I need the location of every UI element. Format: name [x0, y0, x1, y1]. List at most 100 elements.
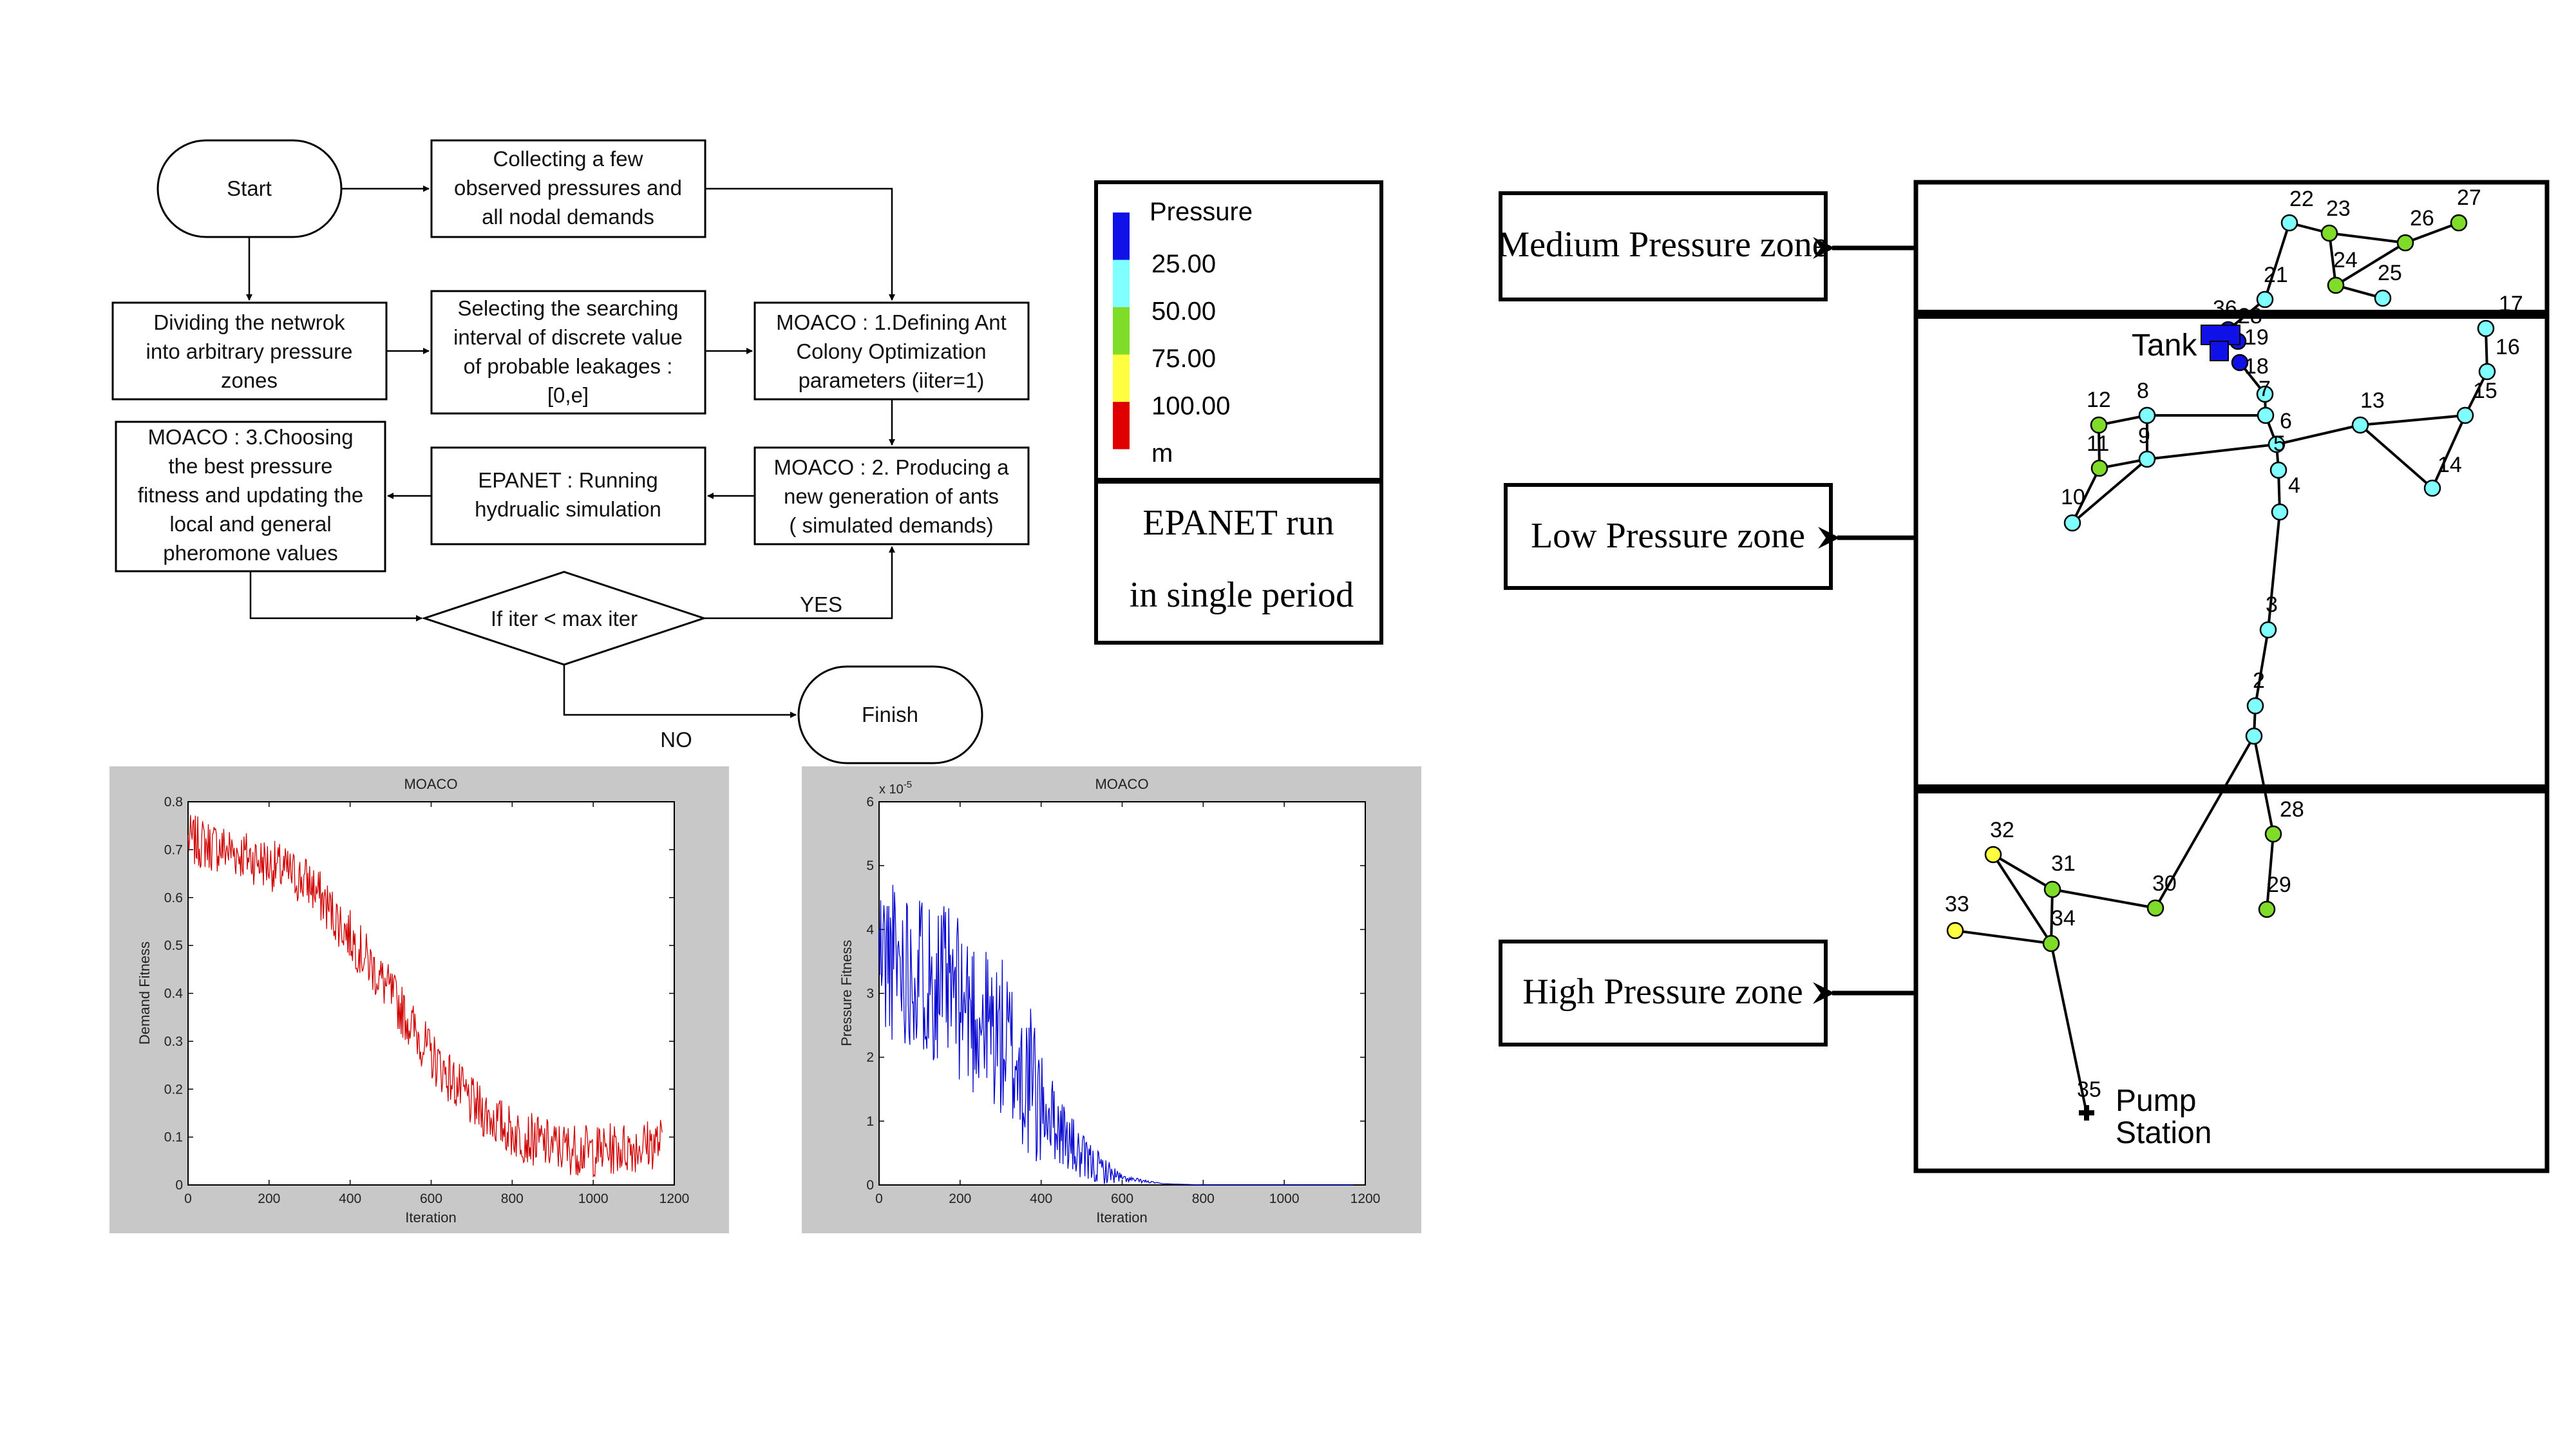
plot2-ytick-label: 4 — [866, 922, 874, 937]
select-line-4: [0,e] — [547, 383, 589, 407]
collect-line-1: Collecting a few — [493, 147, 643, 171]
epanet-line-1: EPANET : Running — [478, 468, 658, 492]
pipe-31-32 — [1992, 853, 2054, 891]
junction-node — [2268, 435, 2286, 453]
pipe-13-15 — [2360, 414, 2466, 426]
legend-caption-line-2: in single period — [1130, 575, 1354, 615]
select-line-3: of probable leakages : — [464, 354, 673, 378]
decision-label: If iter < max iter — [491, 607, 638, 630]
pipe-24-26 — [2334, 242, 2407, 287]
node-id-label: 23 — [2326, 196, 2351, 221]
junction-node — [2456, 406, 2474, 424]
node-id-label: 27 — [2457, 185, 2481, 210]
junction-node — [2264, 825, 2282, 843]
moaco3-line-4: local and general — [169, 512, 331, 536]
junction-node — [2320, 224, 2338, 242]
legend-swatch — [1113, 307, 1130, 355]
plot1-xtick-label: 1000 — [578, 1191, 609, 1206]
pipe-31-34 — [2050, 889, 2054, 944]
junction-node — [1946, 922, 1964, 940]
pump-label-line-2: Station — [2116, 1116, 2211, 1150]
plot2-xtick-label: 1200 — [1350, 1191, 1381, 1206]
junction-node — [2090, 416, 2108, 434]
plot1-title: MOACO — [404, 776, 457, 792]
legend-label: m — [1151, 439, 1173, 468]
legend-swatch — [1113, 260, 1130, 307]
junction-node — [2374, 289, 2392, 307]
moaco3-line-5: pheromone values — [163, 541, 338, 565]
plot2-xtick-label: 800 — [1192, 1191, 1215, 1206]
legend-label: 100.00 — [1151, 392, 1230, 421]
plot2-xtick-label: 1000 — [1269, 1191, 1300, 1206]
node-id-label: 32 — [1990, 818, 2014, 842]
legend-title: Pressure — [1150, 198, 1253, 226]
plot1-ytick-label: 0.3 — [164, 1034, 183, 1049]
plot2-xtick-label: 600 — [1111, 1191, 1133, 1206]
moaco2-line-1: MOACO : 2. Producing a — [774, 455, 1010, 479]
legend-frame — [1094, 180, 1383, 482]
junction-node — [2396, 234, 2414, 252]
junction-node — [2450, 214, 2468, 232]
node-id-label: 24 — [2333, 248, 2358, 272]
medium-zone-label: Medium Pressure zone — [1497, 225, 1828, 265]
plot1-ytick-label: 0.8 — [164, 795, 183, 810]
moaco3-line-2: the best pressure — [169, 454, 333, 478]
junction-node — [2231, 354, 2249, 372]
node-id-label: 35 — [2077, 1077, 2101, 1102]
moaco1-line-3: parameters (iiter=1) — [799, 368, 985, 392]
junction-node — [2259, 621, 2277, 639]
junction-node — [2423, 479, 2441, 497]
junction-node — [2478, 363, 2496, 381]
node-id-label: 21 — [2264, 263, 2288, 287]
arrow-decision-yes — [704, 546, 895, 620]
plot2-ytick-label: 6 — [866, 795, 874, 810]
junction-node — [2138, 406, 2156, 424]
moaco2-line-2: new generation of ants — [784, 484, 999, 508]
node-id-label: 29 — [2267, 873, 2291, 897]
node-id-label: 22 — [2289, 187, 2314, 211]
network-frame — [1913, 180, 2550, 1173]
plot2-ytick-label: 2 — [866, 1050, 874, 1065]
junction-node — [2327, 276, 2345, 294]
legend-caption-frame — [1094, 480, 1383, 645]
finish-label: Finish — [862, 703, 918, 726]
pipe-15-14 — [2431, 415, 2467, 489]
junction-node — [2351, 416, 2369, 434]
pressure-legend: Pressure 25.00 50.00 75.00 100.00 m EPANET r… — [1094, 180, 1383, 645]
moaco1-line-1: MOACO : 1.Defining Ant — [776, 310, 1007, 334]
divide-line-3: zones — [221, 368, 278, 392]
moaco2-line-3: ( simulated demands) — [789, 513, 993, 537]
yes-label: YES — [800, 592, 842, 616]
plot1-ytick-label: 0.2 — [164, 1082, 183, 1097]
pipe-22-21 — [2264, 222, 2291, 300]
plot1-xtick-label: 600 — [420, 1191, 442, 1206]
plot1-xlabel: Iteration — [405, 1209, 457, 1226]
fitness-plots: MOACO Iteration Demand Fitness 0 200 400 60… — [109, 766, 1421, 1233]
pipe-3-2 — [2254, 629, 2269, 706]
legend-label: 75.00 — [1151, 345, 1216, 373]
plot2-ytick-label: 3 — [866, 987, 874, 1001]
junction-node — [2256, 385, 2274, 403]
moaco3-line-3: fitness and updating the — [138, 483, 363, 507]
low-zone-label: Low Pressure zone — [1531, 516, 1805, 556]
collect-line-3: all nodal demands — [482, 205, 654, 229]
plot1-xtick-label: 400 — [339, 1191, 361, 1206]
plot2-series-line — [878, 885, 1354, 1186]
plot1-series-line — [187, 815, 663, 1178]
node-id-label: 15 — [2473, 379, 2497, 403]
pipe-34-33 — [1955, 929, 2052, 945]
pipe-32-34 — [1992, 853, 2052, 945]
plot2-ytick-label: 5 — [866, 858, 874, 873]
junction-node — [2256, 290, 2274, 308]
node-id-label: 19 — [2244, 325, 2269, 350]
node-id-label: 11 — [2087, 431, 2109, 456]
select-box — [430, 290, 706, 415]
pipe-23-26 — [2329, 232, 2406, 244]
junction-node — [1984, 846, 2002, 864]
network-map: Medium Pressure zone Low Pressure zone H… — [1497, 180, 2550, 1173]
plot2-xtick-label: 400 — [1030, 1191, 1052, 1206]
node-id-label: 34 — [2051, 906, 2076, 931]
node-id-label: 7 — [2259, 377, 2271, 401]
plot1-xtick-label: 200 — [258, 1191, 280, 1206]
epanet-line-2: hydrualic simulation — [475, 497, 661, 521]
